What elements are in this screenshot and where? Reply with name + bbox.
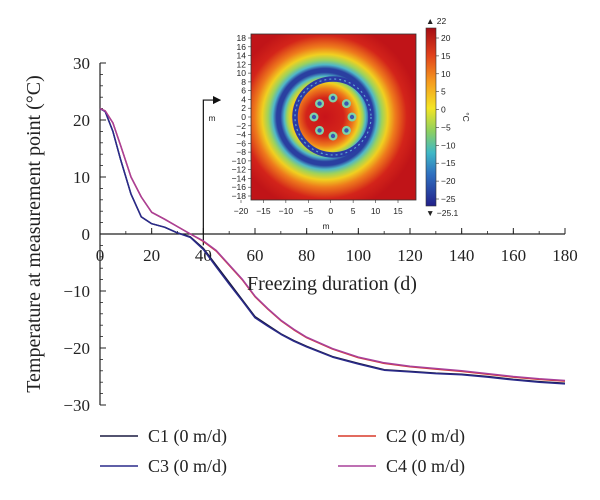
inset-x-tick-label: −15 [256, 206, 271, 216]
x-tick-label: 60 [247, 246, 264, 265]
inset-y-tick-label: −12 [232, 165, 247, 175]
inset-y-tick-label: −2 [236, 121, 246, 131]
freeze-pipe [317, 101, 322, 106]
x-tick-label: 140 [449, 246, 475, 265]
inset-y-tick-label: 12 [237, 59, 247, 69]
legend-label-2: C2 (0 m/d) [386, 426, 465, 447]
freeze-pipe [349, 114, 355, 120]
inset-x-tick-label: 15 [393, 206, 403, 216]
x-tick-label: 160 [501, 246, 527, 265]
freeze-pipe [344, 101, 349, 106]
x-tick-label: 40 [195, 246, 212, 265]
colorbar-tick-label: −5 [441, 122, 451, 132]
colorbar [425, 27, 437, 207]
x-tick-label: 20 [143, 246, 160, 265]
legend-label-4: C4 (0 m/d) [386, 456, 465, 477]
freeze-pipes [309, 93, 357, 141]
y-ticks: 30 20 10 0 −10 −20 −30 [63, 54, 106, 415]
y-tick-label: −10 [63, 282, 90, 301]
inset-y-tick-label: −4 [236, 130, 246, 140]
inset-y-tick-label: 8 [241, 77, 246, 87]
x-tick-label: 80 [298, 246, 315, 265]
colorbar-min-label: ▼ −25.1 [426, 208, 459, 218]
y-axis-label: Temperature at measurement point (°C) [23, 75, 45, 393]
y-tick-label: 10 [73, 168, 90, 187]
inset-x-tick-label: −5 [303, 206, 313, 216]
y-tick-label: −20 [63, 339, 90, 358]
inset-y-tick-label: 14 [237, 51, 247, 61]
inset-x-tick-label: −10 [279, 206, 294, 216]
freeze-pipe [317, 128, 322, 133]
inset-y-tick-label: 2 [241, 103, 246, 113]
inset-pointer-arrow [202, 95, 222, 246]
x-ticks: 0 20 40 60 80 100 120 140 160 180 [96, 228, 578, 265]
series-line-4 [99, 107, 566, 382]
x-tick-label: 0 [96, 246, 105, 265]
colorbar-tick-label: 10 [441, 69, 451, 79]
inset-x-tick-label: 10 [371, 206, 381, 216]
x-tick-label: 180 [552, 246, 578, 265]
inset-y-tick-label: 0 [241, 112, 246, 122]
freeze-pipe [330, 133, 336, 139]
inset-x-ticks: −20 −15 −10 −5 0 5 10 15 [234, 200, 403, 216]
inset-y-tick-label: −14 [232, 173, 247, 183]
freezing-ring-inner [294, 78, 372, 156]
y-tick-label: 0 [82, 225, 91, 244]
colorbar-tick-label: −10 [441, 140, 456, 150]
inset-y-tick-label: 16 [237, 42, 247, 52]
inset-x-axis-label: m [322, 221, 329, 231]
y-tick-label: 30 [73, 54, 90, 73]
colorbar-max-label: ▲ 22 [426, 16, 447, 26]
colorbar-tick-label: 0 [441, 105, 446, 115]
freeze-pipe [330, 95, 336, 101]
series-line-3 [99, 107, 566, 385]
x-axis-label: Freezing duration (d) [247, 273, 417, 295]
y-tick-label: −30 [63, 396, 90, 415]
legend: C1 (0 m/d) C2 (0 m/d) C3 (0 m/d) C4 (0 m/d) [100, 426, 465, 477]
colorbar-unit-label: °C [461, 112, 471, 122]
freeze-pipe [311, 114, 317, 120]
inset-y-tick-label: −10 [232, 156, 247, 166]
inset-y-tick-label: −6 [236, 138, 246, 148]
y-tick-label: 20 [73, 111, 90, 130]
heatmap-field [251, 34, 416, 200]
colorbar-tick-label: 5 [441, 87, 446, 97]
inset-y-tick-label: 6 [241, 86, 246, 96]
inset-y-tick-label: −18 [232, 191, 247, 201]
legend-label-3: C3 (0 m/d) [148, 456, 227, 477]
inset-y-tick-label: 18 [237, 33, 247, 43]
freeze-pipe [344, 128, 349, 133]
colorbar-ticks: 20 15 10 5 0 −5 −10 −15 −20 −25 [436, 33, 456, 204]
inset-y-tick-label: 10 [237, 68, 247, 78]
series-group [99, 107, 566, 385]
inset-y-tick-label: 4 [241, 94, 246, 104]
inset-y-tick-label: −16 [232, 182, 247, 192]
inset-x-tick-label: 0 [328, 206, 333, 216]
inset-x-tick-label: −20 [234, 206, 249, 216]
legend-label-1: C1 (0 m/d) [148, 426, 227, 447]
colorbar-tick-label: 15 [441, 51, 451, 61]
inset-x-tick-label: 5 [351, 206, 356, 216]
inset-y-tick-label: −8 [236, 147, 246, 157]
inset-y-axis-label: m [208, 113, 215, 123]
x-tick-label: 100 [346, 246, 372, 265]
colorbar-tick-label: 20 [441, 33, 451, 43]
colorbar-tick-label: −25 [441, 194, 456, 204]
colorbar-tick-label: −20 [441, 176, 456, 186]
x-tick-label: 120 [397, 246, 423, 265]
colorbar-tick-label: −15 [441, 158, 456, 168]
